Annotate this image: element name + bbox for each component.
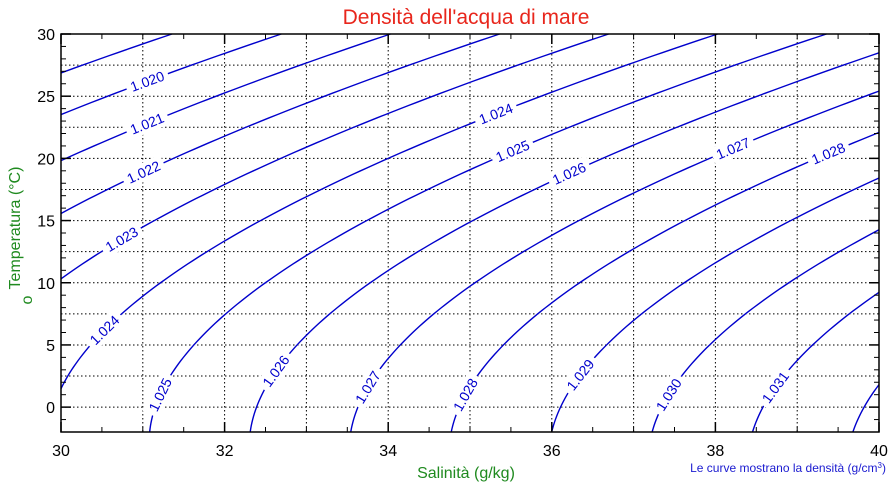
contour-label-mask	[142, 370, 178, 419]
contour-label: 1.028	[809, 139, 848, 167]
contour-label: 1.028	[450, 375, 481, 414]
contour-label-group: 1.023	[98, 220, 146, 259]
y-tick-label: 10	[37, 276, 55, 293]
contour-label-mask	[123, 65, 171, 98]
contour-label: 1.025	[145, 375, 175, 414]
footnote-close: )	[882, 461, 886, 475]
contour-label-mask	[348, 363, 387, 411]
contour-label-group: 1.020	[123, 65, 171, 98]
contour-label: 1.026	[550, 159, 589, 188]
contour-label-mask	[545, 156, 593, 191]
x-tick-label: 38	[707, 443, 725, 460]
y-tick-label: 15	[37, 214, 55, 231]
contour-label-group: 1.025	[488, 134, 537, 168]
x-axis-label: Salinità (g/kg)	[417, 465, 515, 482]
y-axis-label: Temperatura (°C)	[7, 167, 24, 290]
contour-label-mask	[255, 347, 297, 395]
contour-label-group: 1.027	[709, 131, 757, 166]
contour-label-group: 1.028	[804, 136, 853, 171]
contour-label: 1.027	[352, 368, 384, 406]
contour-label-group: 1.021	[123, 106, 171, 141]
contour-label-group: 1.029	[559, 351, 601, 398]
y-tick-label: 30	[37, 27, 55, 44]
contour-label: 1.030	[653, 375, 685, 413]
contour-label-mask	[123, 106, 171, 141]
contour-label: 1.024	[477, 100, 516, 128]
axis-ticks: 30 32 34 36 38 40 0 5 10 15 20 25 30	[37, 27, 888, 460]
contour-label-group: 1.022	[119, 154, 168, 190]
y-tick-label: 5	[46, 338, 55, 355]
contour-line	[60, 33, 282, 116]
contour-line	[60, 33, 173, 74]
footnote-text: Le curve mostrano la densità (g/cm	[690, 461, 877, 475]
contour-label-group: 1.025	[142, 370, 178, 419]
contour-label-group: 1.024	[472, 97, 520, 130]
y-axis-degree-mark: o	[19, 295, 36, 304]
contour-label-group: 1.030	[649, 371, 689, 419]
contour-label-group: 1.028	[446, 371, 485, 419]
contour-label-group: 1.026	[545, 156, 593, 191]
contour-label-mask	[446, 371, 485, 419]
contour-line	[60, 33, 500, 215]
contour-label: 1.023	[103, 223, 141, 255]
x-tick-label: 30	[52, 443, 70, 460]
contour-label-mask	[709, 131, 757, 166]
chart-title: Densità dell'acqua di mare	[343, 6, 590, 29]
contour-label: 1.025	[493, 137, 532, 166]
contour-label-group: 1.027	[348, 363, 387, 411]
footnote-superscript: 3	[878, 461, 883, 470]
y-tick-label: 25	[37, 89, 55, 106]
footnote: Le curve mostrano la densità (g/cm3)	[690, 461, 886, 476]
contour-lines	[60, 33, 880, 433]
x-tick-label: 32	[216, 443, 234, 460]
contour-label: 1.021	[128, 109, 167, 137]
y-tick-label: 0	[46, 400, 55, 417]
contour-labels: 1.020 1.021 1.022 1.023 1.024 1.025 1.026 1.027…	[82, 65, 853, 419]
contour-line	[751, 291, 880, 433]
contour-label-mask	[472, 97, 520, 130]
contour-label-mask	[804, 136, 853, 171]
contour-line	[551, 177, 880, 433]
contour-label-mask	[649, 371, 689, 419]
x-tick-label: 36	[543, 443, 561, 460]
contour-line	[60, 33, 391, 162]
x-tick-label: 40	[870, 443, 888, 460]
contour-label-mask	[488, 134, 537, 168]
contour-label-mask	[755, 364, 796, 411]
y-tick-label: 20	[37, 151, 55, 168]
contour-label-group: 1.026	[255, 347, 297, 395]
contour-line	[148, 33, 827, 433]
contour-label-mask	[559, 351, 601, 398]
x-tick-label: 34	[379, 443, 397, 460]
contour-label-mask	[82, 308, 127, 352]
contour-label: 1.022	[124, 157, 163, 186]
contour-line	[350, 90, 880, 433]
contour-label-group: 1.024	[82, 308, 127, 352]
contour-label-mask	[98, 220, 146, 259]
contour-line	[852, 384, 880, 433]
contour-line	[60, 33, 718, 390]
contour-label-mask	[119, 154, 168, 190]
contour-label-group: 1.031	[755, 364, 796, 411]
